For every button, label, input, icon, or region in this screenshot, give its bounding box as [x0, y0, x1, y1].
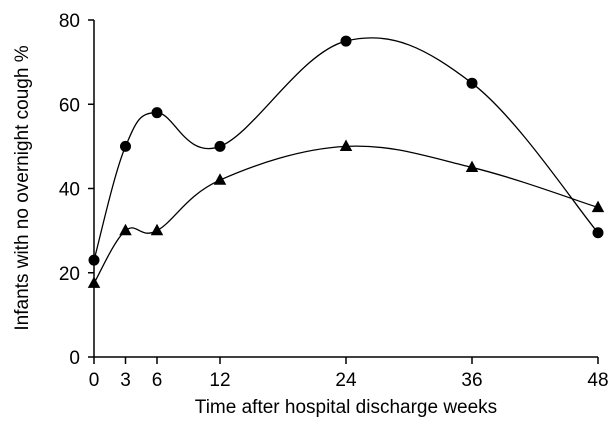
y-tick-label-20: 20	[59, 264, 80, 285]
y-tick-label-40: 40	[59, 180, 80, 201]
series-2-point-3	[119, 223, 132, 236]
series-2-point-6	[150, 223, 164, 236]
x-tick-label-48: 48	[587, 370, 608, 391]
series-2-point-48	[591, 200, 605, 213]
x-tick-label-12: 12	[209, 370, 230, 391]
y-tick-label-0: 0	[69, 348, 80, 369]
series-1-point-36	[466, 77, 478, 89]
x-tick-label-6: 6	[152, 370, 163, 391]
series-1-point-12	[214, 140, 226, 152]
y-axis-label: Infants with no overnight cough %	[12, 45, 33, 330]
x-tick-label-36: 36	[461, 370, 482, 391]
plot-area	[87, 35, 605, 288]
series-1-point-48	[592, 227, 604, 239]
x-tick-label-0: 0	[89, 370, 100, 391]
x-tick-label-3: 3	[120, 370, 131, 391]
series-2-line	[93, 145, 599, 284]
series-2-point-12	[213, 173, 227, 185]
series-1-point-6	[151, 107, 163, 119]
y-tick-label-60: 60	[59, 95, 80, 116]
series-1-point-24	[340, 35, 352, 47]
series-1-point-3	[120, 140, 131, 152]
axes	[93, 20, 598, 358]
series-2-point-36	[465, 160, 479, 173]
x-axis-label: Time after hospital discharge weeks	[195, 397, 497, 418]
x-tick-label-24: 24	[335, 370, 357, 391]
series-2-point-24	[339, 139, 353, 151]
y-tick-label-80: 80	[59, 11, 80, 32]
